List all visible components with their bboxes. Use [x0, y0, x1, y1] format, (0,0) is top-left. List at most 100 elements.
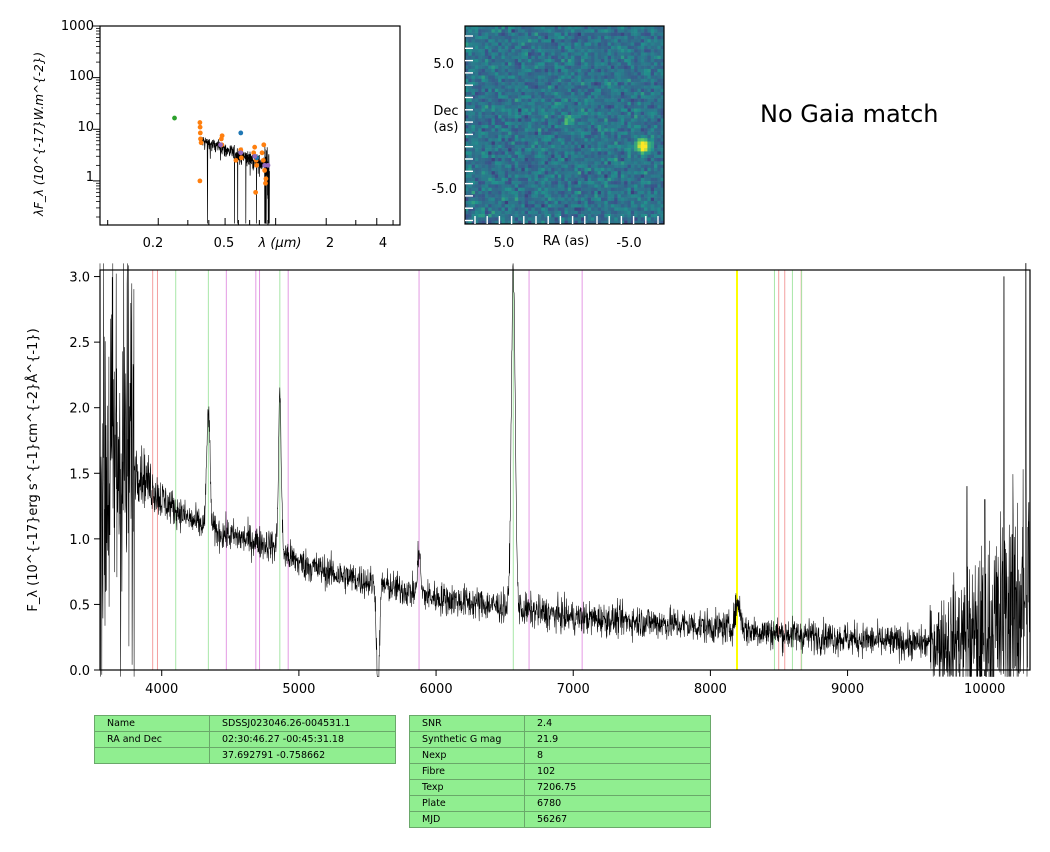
table-cell-label: SNR [409, 715, 525, 732]
table-cell-value: 21.9 [524, 731, 711, 748]
sed-data-point [197, 178, 203, 184]
sed-ytick-label: 10 [77, 120, 94, 135]
sed-xtick-label: 2 [326, 236, 334, 251]
spectrum-xtick-label: 6000 [420, 682, 453, 697]
sed-data-point [219, 133, 225, 139]
table-row: Texp 7206.75 [409, 779, 711, 796]
cutout-xtick-label: 5.0 [494, 236, 515, 251]
table-row: Nexp 8 [409, 747, 711, 764]
table-cell-label: Name [94, 715, 210, 732]
sed-data-point [252, 144, 258, 150]
table-row: Plate 6780 [409, 795, 711, 812]
spectrum-ytick-label: 1.0 [69, 533, 90, 548]
sed-ytick-label: 100 [69, 69, 94, 84]
spectrum-xtick-label: 10000 [964, 682, 1005, 697]
sed-data-point [265, 162, 271, 168]
table-cell-value: 102 [524, 763, 711, 780]
info-table-left: Name SDSSJ023046.26-004531.1 RA and Dec … [94, 715, 396, 764]
spectrum-xtick-label: 7000 [557, 682, 590, 697]
sed-data-point [238, 150, 244, 156]
sed-data-point [198, 136, 203, 142]
sed-data-point [252, 153, 258, 159]
table-row: Fibre 102 [409, 763, 711, 780]
sed-xtick-label: 0.5 [214, 236, 235, 251]
cutout-xtick-label: -5.0 [616, 236, 641, 251]
table-row: 37.692791 -0.758662 [94, 747, 396, 764]
sed-ytick-label: 1 [86, 170, 94, 185]
cutout-ytick-label: 5.0 [433, 57, 454, 72]
spectrum-xtick-label: 8000 [694, 682, 727, 697]
sed-data-point [261, 142, 267, 148]
info-table-right: SNR 2.4 Synthetic G mag 21.9 Nexp 8 Fibr… [409, 715, 711, 828]
table-cell-value: 02:30:46.27 -00:45:31.18 [209, 731, 396, 748]
sed-photometry-points [172, 115, 271, 195]
sed-data-point [253, 189, 259, 195]
spectrum-panel: 4000 5000 6000 7000 8000 9000 10000 0.0 0.5 1.0 1.… [25, 263, 1031, 697]
sed-data-point [218, 142, 223, 148]
table-row: Name SDSSJ023046.26-004531.1 [94, 715, 396, 732]
table-row: MJD 56267 [409, 811, 711, 828]
sed-spectrum [200, 136, 270, 224]
cutout-ytick-label: -5.0 [432, 182, 457, 197]
cutout-ticks [465, 35, 659, 224]
sed-ticks [93, 25, 394, 225]
sed-data-point [262, 167, 268, 173]
spectrum-ylabel: F_λ (10^{-17}erg s^{-1}cm^{-2}Å^{-1}) [25, 328, 41, 611]
table-cell-label [94, 747, 210, 764]
sed-data-point [263, 176, 269, 182]
cutout-ylabel-line1: Dec [433, 104, 458, 119]
table-cell-label: Fibre [409, 763, 525, 780]
spectrum-line [99, 263, 1031, 677]
sed-data-point [172, 115, 177, 121]
table-row: Synthetic G mag 21.9 [409, 731, 711, 748]
spectrum-ytick-label: 2.0 [69, 402, 90, 417]
sed-xtick-label: 0.2 [143, 236, 164, 251]
spectrum-xtick-label: 5000 [282, 682, 315, 697]
table-row: RA and Dec 02:30:46.27 -00:45:31.18 [94, 731, 396, 748]
table-cell-value: 7206.75 [524, 779, 711, 796]
table-cell-label: Texp [409, 779, 525, 796]
table-cell-value: 8 [524, 747, 711, 764]
spectrum-ytick-label: 2.5 [69, 336, 90, 351]
cutout-image [465, 26, 665, 225]
sed-axes-frame [99, 25, 401, 226]
spectrum-ytick-label: 0.5 [69, 598, 90, 613]
sed-xtick-label: 4 [379, 236, 387, 251]
gaia-status-text: No Gaia match [760, 100, 939, 128]
table-cell-value: 56267 [524, 811, 711, 828]
sed-data-point [260, 157, 266, 163]
sed-data-point [197, 130, 203, 136]
table-cell-label: Synthetic G mag [409, 731, 525, 748]
sed-data-point [197, 124, 203, 130]
table-cell-label: MJD [409, 811, 525, 828]
table-cell-label: RA and Dec [94, 731, 210, 748]
spectrum-axes-frame [99, 269, 1031, 671]
spectrum-ytick-label: 0.0 [69, 664, 90, 679]
sed-data-point [259, 150, 265, 156]
table-row: SNR 2.4 [409, 715, 711, 732]
spectrum-xtick-label: 9000 [831, 682, 864, 697]
sed-data-point [238, 130, 244, 136]
sed-data-point [263, 180, 268, 186]
sed-panel: 1000 100 10 1 0.2 0.5 2 4 λ (μm) λF_λ (1… [32, 19, 401, 251]
cutout-panel: 5.0 -5.0 Dec (as) 5.0 RA (as) -5.0 [432, 25, 665, 251]
sed-data-point [262, 162, 268, 168]
spectrum-ytick-label: 3.0 [69, 271, 90, 286]
sed-data-point [238, 155, 244, 161]
sed-data-point [254, 162, 259, 168]
cutout-xlabel: RA (as) [543, 234, 589, 249]
table-cell-label: Nexp [409, 747, 525, 764]
spectrum-ticks: 4000 5000 6000 7000 8000 9000 10000 0.0 0.5 1.0 1.… [69, 271, 1005, 697]
spectrum-ytick-label: 1.5 [69, 467, 90, 482]
sed-data-point [197, 120, 203, 125]
sed-ytick-label: 1000 [61, 19, 94, 34]
sed-ylabel: λF_λ (10^{-17}W.m^{-2}) [32, 52, 46, 217]
sed-data-point [198, 140, 204, 146]
spectrum-xtick-label: 4000 [145, 682, 178, 697]
cutout-ylabel-line2: (as) [434, 120, 459, 135]
table-cell-value: 37.692791 -0.758662 [209, 747, 396, 764]
sed-xlabel: λ (μm) [258, 236, 302, 251]
table-cell-value: SDSSJ023046.26-004531.1 [209, 715, 396, 732]
table-cell-value: 2.4 [524, 715, 711, 732]
line-markers [152, 270, 803, 670]
